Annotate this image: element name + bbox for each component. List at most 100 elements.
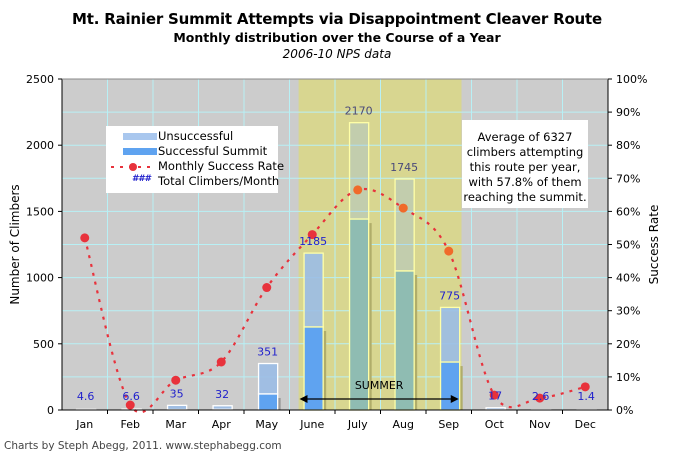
chart-title: Mt. Rainier Summit Attempts via Disappoi… [72, 10, 602, 28]
legend-item-total: ### Total Climbers/Month [106, 174, 280, 189]
success-rate-path [83, 187, 586, 414]
total-climbers-label: 2170 [345, 105, 373, 118]
total-climbers-label: 1.4 [577, 390, 595, 403]
note-line: this route per year, [469, 160, 581, 174]
arrow-right-icon [450, 395, 459, 403]
success-rate-line [80, 185, 590, 414]
bar-successful [439, 361, 461, 411]
y-tick-label: 2000 [26, 139, 54, 152]
success-rate-point [444, 246, 454, 256]
y2-tick-label: 70% [616, 172, 640, 185]
total-labels: 4.6 6.6 35 32 351 1185 2170 1745 775 17 2.6 1.4 [77, 105, 595, 403]
bar-shadow [459, 366, 463, 410]
gridlines [62, 79, 608, 410]
y-tick-label: 2500 [26, 73, 54, 86]
note-line: reaching the summit. [463, 190, 587, 204]
success-rate-point [171, 375, 181, 385]
chart-source: 2006-10 NPS data [282, 47, 392, 61]
bar-shadow [414, 274, 418, 410]
success-rate-point [353, 185, 363, 195]
legend-label: Monthly Success Rate [158, 159, 285, 173]
credit: Charts by Steph Abegg, 2011. www.stephab… [4, 440, 282, 452]
summer-annotation: SUMMER [299, 379, 459, 403]
y2-tick-label: 80% [616, 139, 640, 152]
success-rate-point [489, 390, 499, 400]
legend-item-rate: Monthly Success Rate [106, 159, 284, 174]
y2-tick-label: 20% [616, 338, 640, 351]
legend-label: Total Climbers/Month [158, 174, 280, 188]
total-climbers-label: 32 [215, 388, 229, 401]
bar-unsuccessful [439, 306, 461, 363]
x-tick-label: June [299, 418, 324, 431]
y-axis-title: Number of Climbers [8, 184, 22, 304]
unsuccessful-swatch [123, 133, 157, 140]
bar-shadow [368, 223, 372, 410]
legend-symbol: ### [132, 174, 151, 184]
legend-label: Unsuccessful [158, 129, 234, 143]
y2-tick-label: 10% [616, 371, 640, 384]
x-tick-label: Jan [75, 418, 93, 431]
x-tick-label: Mar [165, 418, 186, 431]
summary-note: Average of 6327 climbers attempting this… [462, 120, 588, 208]
bar-unsuccessful [348, 122, 370, 220]
y-tick-label: 1500 [26, 205, 54, 218]
legend-label: Successful Summit [158, 144, 268, 158]
y2-tick-label: 0% [616, 404, 633, 417]
legend-item-unsuccessful: Unsuccessful [106, 129, 278, 144]
success-rate-point [535, 393, 545, 403]
note-line: with 57.8% of them [468, 175, 582, 189]
x-tick-label: July [347, 418, 368, 431]
axes: 0 500 1000 1500 2000 2500 0% 10% 20% 30% 40% 50% 60%… [8, 73, 661, 431]
total-climbers-label: 17 [488, 390, 502, 403]
total-climbers-label: 4.6 [77, 390, 95, 403]
x-tick-label: Nov [529, 418, 551, 431]
successful-swatch [123, 148, 157, 155]
success-rate-point [307, 230, 317, 240]
bar-shadow [277, 397, 281, 410]
y2-tick-label: 100% [616, 73, 647, 86]
success-rate-point [262, 283, 272, 293]
total-climbers-label: 2.6 [532, 390, 550, 403]
success-rate-point [125, 400, 135, 410]
x-tick-label: Sep [438, 418, 459, 431]
total-climbers-label: 1185 [299, 235, 327, 248]
legend: Unsuccessful Successful Summit Monthly S… [106, 126, 284, 193]
y-tick-label: 500 [33, 338, 54, 351]
y-tick-label: 0 [47, 404, 54, 417]
success-rate-point [216, 357, 226, 367]
y-tick-label: 1000 [26, 272, 54, 285]
x-tick-label: Apr [212, 418, 232, 431]
x-tick-label: Dec [575, 418, 596, 431]
arrow-left-icon [299, 395, 308, 403]
total-climbers-label: 6.6 [122, 390, 140, 403]
note-line: Average of 6327 [477, 130, 573, 144]
y2-tick-label: 50% [616, 239, 640, 252]
y2-tick-label: 40% [616, 272, 640, 285]
summer-label: SUMMER [355, 379, 404, 392]
total-climbers-label: 35 [170, 387, 184, 400]
note-line: climbers attempting [466, 145, 584, 159]
total-climbers-label: 1745 [390, 161, 418, 174]
y2-tick-label: 90% [616, 106, 640, 119]
y2-axis-title: Success Rate [647, 205, 661, 285]
x-tick-label: May [255, 418, 278, 431]
success-rate-point [80, 233, 90, 243]
bar-successful [257, 393, 279, 411]
bar-unsuccessful [394, 178, 415, 272]
x-tick-label: Aug [393, 418, 414, 431]
legend-item-successful: Successful Summit [106, 144, 278, 159]
y2-tick-label: 30% [616, 305, 640, 318]
success-rate-point [398, 203, 408, 213]
chart-subtitle: Monthly distribution over the Course of … [173, 30, 501, 45]
bar-unsuccessful [303, 252, 324, 328]
bar-unsuccessful [257, 362, 279, 395]
y2-tick-label: 60% [616, 205, 640, 218]
x-tick-label: Feb [121, 418, 140, 431]
success-rate-point [580, 382, 590, 392]
rate-line-marker-icon [111, 163, 154, 171]
bar-shadow [323, 330, 327, 410]
x-tick-label: Oct [485, 418, 505, 431]
total-climbers-label: 351 [257, 346, 278, 359]
total-climbers-label: 775 [439, 289, 460, 302]
